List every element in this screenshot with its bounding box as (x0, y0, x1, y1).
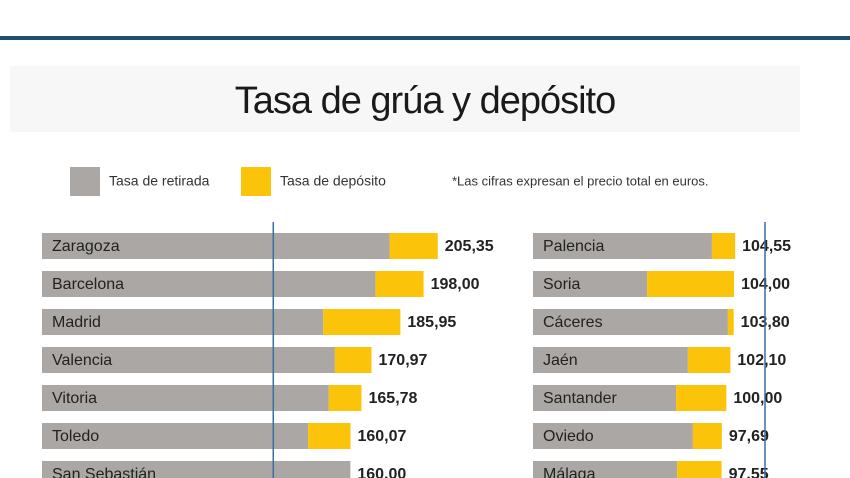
category-label: San Sebastián (52, 466, 156, 478)
category-label: Vitoria (52, 390, 97, 407)
total-label: 160,00 (357, 466, 406, 478)
legend-swatch (70, 167, 100, 196)
bar-segment (711, 233, 736, 259)
category-label: Toledo (52, 428, 99, 445)
total-label: 170,97 (379, 352, 428, 369)
total-label: 165,78 (369, 390, 418, 407)
total-label: 160,07 (357, 428, 406, 445)
category-label: Málaga (543, 466, 596, 478)
category-label: Oviedo (543, 428, 594, 445)
bar-segment (375, 271, 424, 297)
category-label: Barcelona (52, 276, 124, 293)
category-label: Palencia (543, 238, 604, 255)
category-label: Soria (543, 276, 580, 293)
bar-segment (647, 271, 735, 297)
bar-segment (323, 309, 401, 335)
bar-segment (533, 309, 728, 335)
bar-segment (692, 423, 722, 449)
total-label: 97,55 (729, 466, 769, 478)
legend-label: Tasa de retirada (109, 173, 210, 189)
category-label: Madrid (52, 314, 101, 331)
bar-segment (42, 309, 324, 335)
total-label: 102,10 (737, 352, 786, 369)
bar-segment (42, 233, 390, 259)
category-label: Valencia (52, 352, 112, 369)
category-label: Cáceres (543, 314, 603, 331)
bar-segment (42, 271, 376, 297)
bar-segment (687, 347, 731, 373)
bar-segment (533, 271, 648, 297)
total-label: 198,00 (431, 276, 480, 293)
legend-label: Tasa de depósito (280, 173, 386, 189)
bar-segment (308, 423, 351, 449)
bar-segment (727, 309, 734, 335)
bar-segment (42, 347, 335, 373)
top-rule (0, 36, 850, 40)
total-label: 205,35 (445, 238, 494, 255)
bar-segment (334, 347, 372, 373)
bar-segment (42, 423, 309, 449)
total-label: 104,55 (742, 238, 791, 255)
bar-segment (328, 385, 362, 411)
category-label: Santander (543, 390, 618, 407)
bar-segment (533, 423, 693, 449)
note: *Las cifras expresan el precio total en … (452, 173, 709, 188)
category-label: Zaragoza (52, 238, 120, 255)
bar-segment (389, 233, 438, 259)
bar-segment (533, 233, 712, 259)
total-label: 97,69 (729, 428, 769, 445)
category-label: Jaén (543, 352, 578, 369)
bar-segment (677, 461, 722, 478)
total-label: 185,95 (407, 314, 456, 331)
bar-segment (676, 385, 727, 411)
bar-segment (533, 347, 688, 373)
bar-segment (533, 461, 678, 478)
bar-segment (42, 385, 329, 411)
total-label: 100,00 (733, 390, 782, 407)
title: Tasa de grúa y depósito (235, 80, 616, 122)
bar-segment (533, 385, 677, 411)
title-band (10, 66, 800, 132)
legend-swatch (241, 167, 271, 196)
